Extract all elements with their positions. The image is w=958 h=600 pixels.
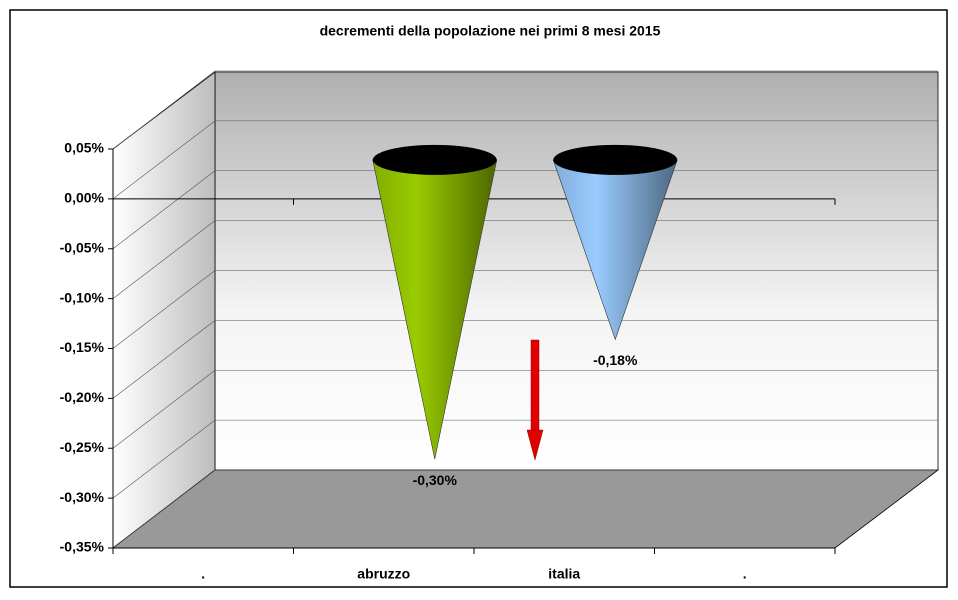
floor (111, 469, 940, 549)
y-tick-label: -0,05% (60, 239, 105, 255)
y-tick-label: -0,25% (60, 439, 105, 455)
grid-line (112, 220, 216, 299)
grid-line (112, 70, 216, 150)
plot-walls (111, 71, 940, 549)
grid-line (112, 170, 216, 249)
y-tick-label: -0,15% (60, 339, 105, 355)
y-tick-label: -0,20% (60, 389, 105, 405)
x-tick-label: italia (548, 566, 580, 582)
x-tick-label: . (743, 566, 747, 582)
arrow (526, 339, 544, 461)
chart-title: decrementi della popolazione nei primi 8… (320, 23, 661, 39)
x-tick-label: abruzzo (357, 566, 410, 582)
grid-line (112, 469, 216, 549)
grid-line (112, 370, 216, 449)
y-tick-label: 0,00% (64, 190, 104, 206)
y-tick-label: -0,35% (60, 539, 105, 555)
grid-line (112, 419, 216, 499)
grid-line (112, 320, 216, 399)
value-label: -0,30% (413, 472, 458, 488)
y-tick-label: -0,30% (60, 489, 105, 505)
y-tick-label: 0,05% (64, 140, 104, 156)
x-tick-label: . (201, 566, 205, 582)
grid-line (112, 270, 216, 349)
back-wall (214, 71, 939, 471)
grid-line (112, 120, 216, 200)
side-wall (112, 71, 216, 549)
cone-top (553, 144, 678, 175)
cone-top (372, 144, 497, 175)
y-tick-label: -0,10% (60, 289, 105, 305)
value-label: -0,18% (593, 352, 638, 368)
